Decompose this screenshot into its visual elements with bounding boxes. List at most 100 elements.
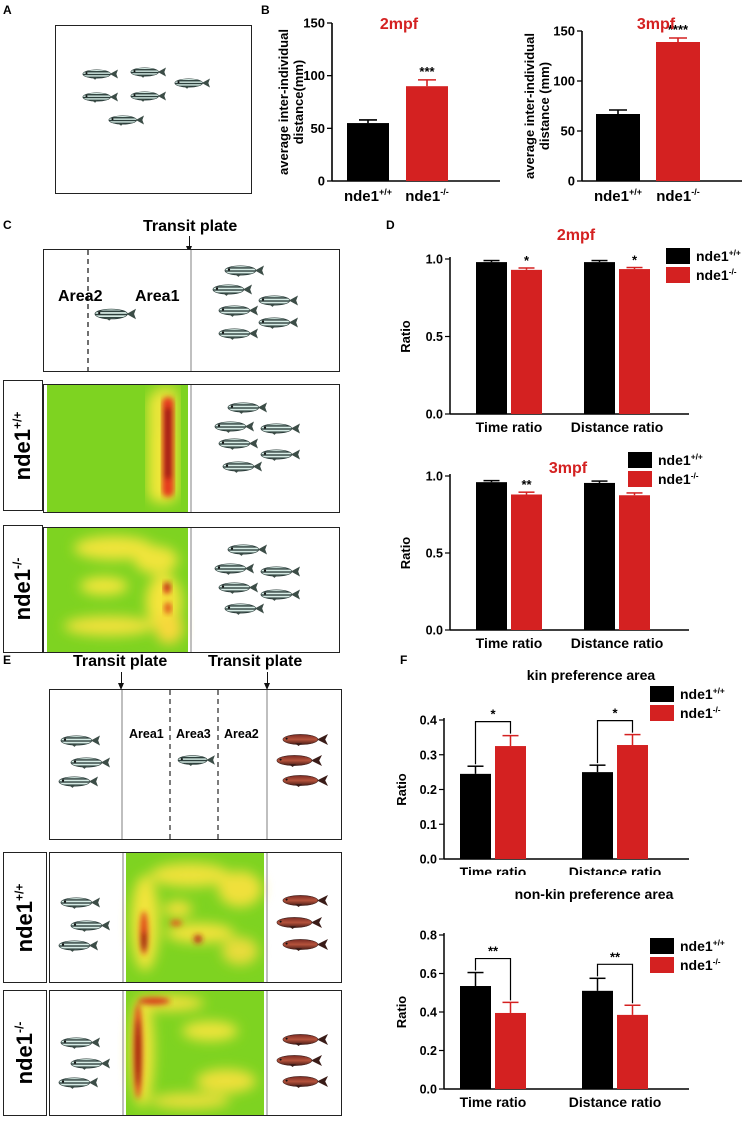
legend-label: nde1+/+ (680, 685, 725, 702)
y-tick-label: 1.0 (426, 253, 443, 267)
y-tick-label: 0.0 (420, 853, 437, 867)
zebrafish-icon (258, 295, 298, 307)
bar (582, 990, 613, 1089)
significance-label: * (524, 253, 530, 268)
y-axis-label: Ratio (398, 537, 413, 570)
row-label-mut-e: nde1-/- (3, 990, 47, 1116)
y-axis-label: Ratio (394, 996, 409, 1029)
bar (347, 123, 389, 181)
zebrafish-icon (70, 920, 110, 932)
area2-label: Area2 (224, 727, 259, 741)
bar (511, 494, 542, 630)
heatmap-tank-wt-e (49, 852, 342, 983)
zebrafish-icon (60, 897, 100, 909)
y-tick-label: 0.0 (420, 1083, 437, 1097)
significance-bracket (596, 719, 634, 764)
panel-label-e: E (3, 653, 12, 667)
y-tick-label: 150 (553, 24, 575, 39)
chart-b-2mpf: 0 50 100 150 nde1+/+ nde1-/- *** 2mpf average in… (276, 16, 500, 205)
significance-label: ** (488, 944, 499, 959)
genotype-sup: +/+ (12, 883, 27, 901)
zebrafish-icon (218, 438, 258, 450)
bar (406, 86, 448, 181)
chart-d-3mpf: 0.0 0.5 1.0 Ratio Time ratio Distance ratio **… (398, 451, 703, 651)
legend-swatch (650, 938, 674, 954)
y-tick-label: 0.1 (420, 818, 437, 832)
red-fish-icon (276, 754, 322, 767)
choice-tank-e: Area1 Area3 Area2 (49, 689, 342, 840)
y-tick-label: 0 (318, 174, 325, 189)
zebrafish-icon (70, 1058, 110, 1070)
chart-title: 3mpf (549, 460, 588, 477)
zebrafish-icon (214, 563, 254, 575)
heatmap-wt-e (58, 853, 328, 982)
chart-f-kin: 0.0 0.1 0.2 0.3 0.4 Ratio Time ratio Distance r… (394, 667, 725, 875)
x-tick-label: Time ratio (476, 635, 543, 651)
zebrafish-icon (130, 67, 166, 78)
red-fish-icon (282, 894, 328, 907)
transit-arrow-stem (189, 236, 191, 249)
legend-label: nde1-/- (658, 470, 699, 487)
chart-b-3mpf: 0 50 100 150 nde1+/+ nde1-/- ****3mpf average i… (522, 16, 742, 205)
down-arrow-icon (264, 683, 270, 690)
zebrafish-icon (227, 402, 267, 414)
zebrafish-icon (258, 317, 298, 329)
significance-label: * (612, 706, 618, 721)
chart-title: 2mpf (557, 227, 596, 244)
y-tick-label: 0.2 (420, 1044, 437, 1058)
legend-label: nde1-/- (680, 704, 721, 721)
legend-swatch (650, 686, 674, 702)
panel-label-f: F (400, 653, 408, 667)
legend-swatch (666, 267, 690, 283)
y-tick-label: 50 (311, 121, 325, 136)
tank-e-drawing (58, 690, 328, 839)
chart-title: non-kin preference area (515, 886, 674, 902)
transit-plate-left-label: Transit plate (73, 653, 168, 670)
zebrafish-icon (60, 735, 100, 747)
area1-label: Area1 (135, 288, 180, 305)
zebrafish-shoal (82, 67, 210, 126)
zebrafish-icon (60, 1037, 100, 1049)
genotype-sup: -/- (10, 557, 25, 569)
genotype-base: nde1 (10, 568, 35, 621)
zebrafish-icon (82, 92, 118, 103)
zebrafish-icon (260, 423, 300, 435)
zebrafish-icon (222, 461, 262, 473)
bar (617, 1014, 648, 1089)
x-tick-label: Time ratio (460, 864, 527, 875)
transit-arrow-stem (267, 672, 269, 685)
y-axis-label: average inter-individual (522, 33, 537, 179)
zebrafish-icon (212, 284, 252, 296)
y-axis-label: distance (mm) (537, 62, 552, 150)
zebrafish-icon (227, 544, 267, 556)
y-tick-label: 0 (568, 174, 575, 189)
red-fish-icon (276, 916, 322, 929)
area3-label: Area3 (176, 727, 211, 741)
significance-bracket (474, 721, 512, 765)
x-tick-label: Distance ratio (569, 864, 662, 875)
legend-swatch (666, 248, 690, 264)
bar (656, 42, 700, 181)
bar (582, 772, 613, 859)
genotype-sup: +/+ (10, 411, 25, 429)
y-tick-label: 0.0 (426, 408, 443, 422)
zebrafish-icon (177, 754, 215, 766)
bar (476, 262, 507, 414)
row-label-wt-e: nde1+/+ (3, 852, 47, 983)
bar (476, 482, 507, 630)
significance-label: *** (419, 64, 435, 79)
significance-bracket (474, 957, 512, 1001)
y-axis-label: Ratio (394, 773, 409, 806)
bar (495, 1012, 526, 1089)
significance-label: * (632, 253, 638, 268)
bar (584, 262, 615, 414)
panel-label-c: C (3, 218, 12, 232)
legend-label: nde1+/+ (680, 937, 725, 954)
significance-label: ** (610, 949, 621, 964)
y-tick-label: 0.5 (426, 547, 443, 561)
y-tick-label: 0.4 (420, 714, 437, 728)
y-tick-label: 0.3 (420, 748, 437, 762)
bar (619, 495, 650, 630)
heatmap-wt-c (47, 385, 300, 512)
y-tick-label: 100 (303, 68, 325, 83)
